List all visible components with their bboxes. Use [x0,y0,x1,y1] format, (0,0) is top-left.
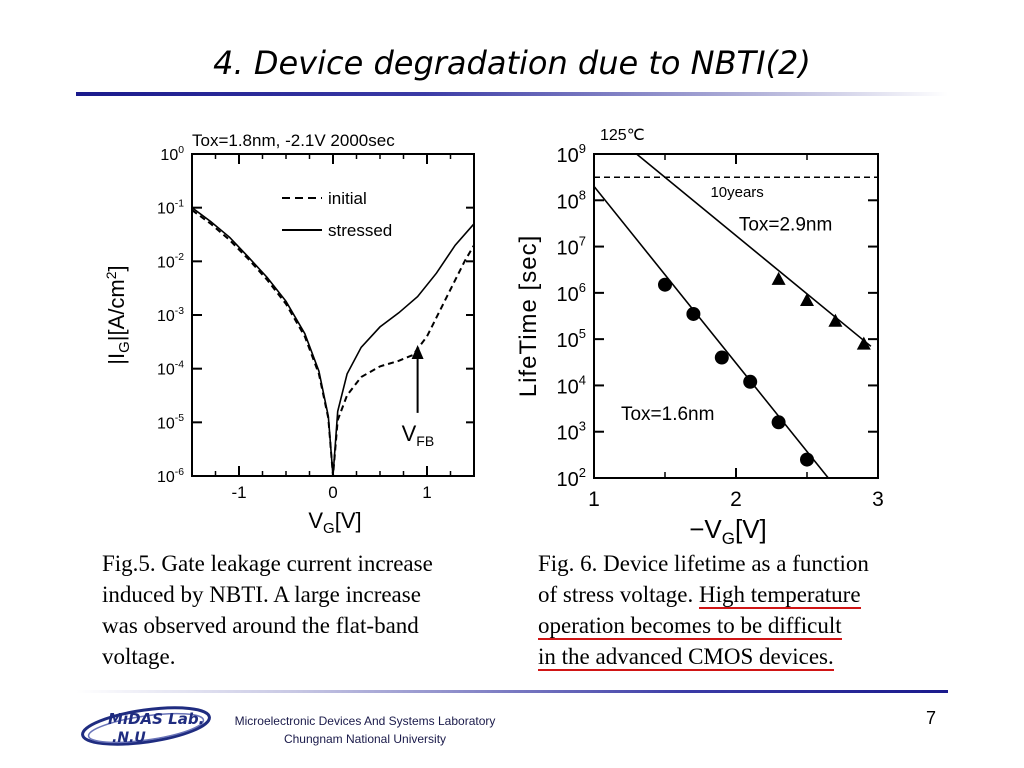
series-label: Tox=2.9nm [739,215,832,236]
y-tick-label: 102 [557,465,586,491]
fig5-caption-line: was observed around the flat-band [102,613,419,638]
fig6-caption-text: of stress voltage. [538,582,699,607]
temperature-label: 125℃ [600,127,645,144]
chart-title: Tox=1.8nm, -2.1V 2000sec [192,131,395,150]
y-tick-label: 106 [557,280,586,306]
y-tick-label: 10-1 [157,198,184,217]
data-point-circle [743,374,758,389]
midas-lab-logo [81,706,211,746]
vfb-annotation: VFB [402,421,435,449]
x-axis-label: VG[V] [308,508,361,537]
fig6-caption-line: operation becomes to be difficult [538,610,869,641]
y-tick-label: 10-5 [157,413,184,432]
x-tick-label: 1 [422,483,431,502]
fit-line [594,185,829,478]
series-label: Tox=1.6nm [621,404,714,425]
fig6-caption-line: Fig. 6. Device lifetime as a function [538,551,869,576]
data-point-circle [714,350,729,365]
y-tick-label: 10-6 [157,467,184,486]
fig6-caption-line: in the advanced CMOS devices. [538,641,869,672]
fig6-caption-line: of stress voltage. High temperature [538,579,869,610]
data-point-circle [686,306,701,321]
x-axis-label: −VG[V] [689,514,767,548]
legend-label: stressed [328,221,392,240]
data-point-triangle [828,313,843,327]
y-tick-label: 10-2 [157,252,184,271]
legend-label: initial [328,189,367,208]
fit-line [636,154,872,347]
lab-name-line: Microelectronic Devices And Systems Labo… [234,714,496,728]
x-tick-label: 3 [872,488,884,511]
x-tick-label: -1 [231,483,246,502]
logo-text: MiDAS Lab. [108,710,205,728]
y-tick-label: 109 [557,141,586,167]
data-point-circle [658,277,672,292]
footer-divider [76,690,948,693]
vfb-arrow-head [411,344,424,359]
fig5-caption-line: induced by NBTI. A large increase [102,582,421,607]
fig5-caption-line: Fig.5. Gate leakage current increase [102,551,433,576]
data-point-triangle [856,336,871,350]
y-tick-label: 10-4 [157,359,184,378]
y-tick-label: 108 [557,187,586,213]
logo-text: .N.U [112,730,146,746]
x-tick-label: 1 [588,488,600,511]
university-name-line: Chungnam National University [283,732,447,746]
title-underline [76,92,948,96]
x-tick-label: 0 [328,483,337,502]
fig6-highlighted-text: High temperature [698,582,861,609]
y-tick-label: 10-3 [157,306,184,325]
ten-years-label: 10years [710,184,763,201]
fig6-highlighted-text: in the advanced CMOS devices. [538,644,834,671]
y-tick-label: 105 [557,326,586,352]
series-line-stressed [191,207,475,477]
y-axis-label: |IG|[A/cm2] [103,265,133,364]
x-tick-label: 2 [730,488,742,511]
slide-title: 4. Device degradation due to NBTI(2) [213,44,811,82]
fig6-caption: Fig. 6. Device lifetime as a function of… [538,548,869,672]
fig6-highlighted-text: operation becomes to be difficult [538,613,842,640]
fig5-gate-leakage-chart: 100 10-1 10-2 10-3 10-4 10-5 10-6 -1 0 1 Tox=1.8nm… [103,131,475,537]
data-point-triangle [800,293,814,307]
y-axis-label: LifeTime [sec] [515,235,542,398]
y-tick-label: 103 [557,419,586,445]
data-point-circle [800,452,814,467]
fig5-caption-line: voltage. [102,644,176,669]
data-point-triangle [771,271,786,285]
plot-area [594,154,872,478]
y-tick-label: 104 [557,372,586,398]
page-number: 7 [926,708,937,728]
fig5-caption: Fig.5. Gate leakage current increase ind… [102,548,433,672]
lab-name: Microelectronic Devices And Systems Labo… [220,712,510,748]
y-tick-label: 107 [557,234,586,260]
y-tick-label: 100 [160,145,184,164]
data-point-circle [771,415,786,430]
